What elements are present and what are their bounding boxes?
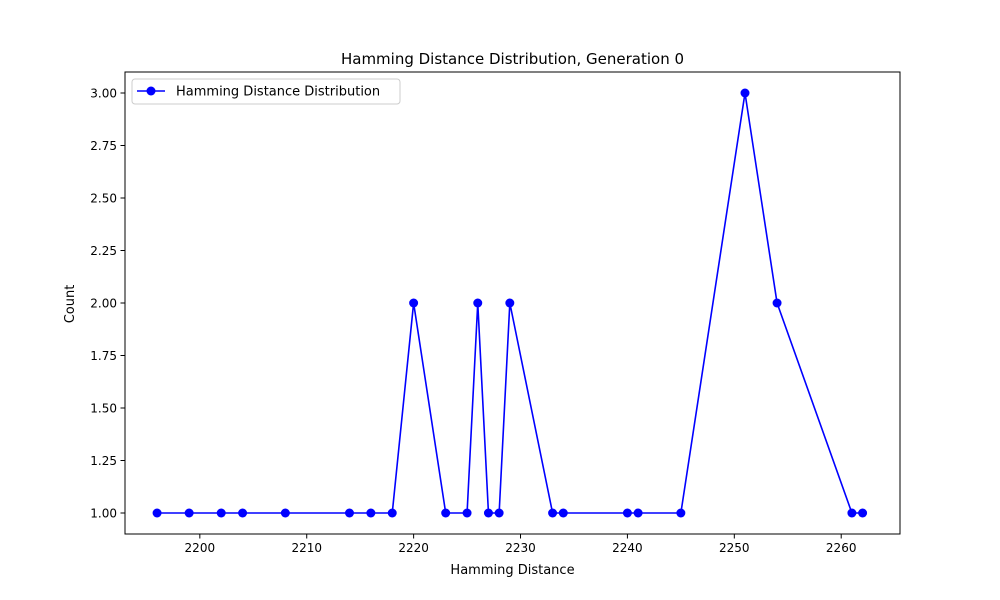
data-point [473,298,483,308]
y-tick-label: 1.00 [90,507,117,521]
data-point [740,88,750,98]
y-tick-label: 2.50 [90,192,117,206]
data-point [280,508,290,518]
legend-label: Hamming Distance Distribution [176,85,380,100]
chart-title: Hamming Distance Distribution, Generatio… [341,50,684,68]
data-point [152,508,162,518]
y-tick-label: 2.00 [90,297,117,311]
data-point [772,298,782,308]
x-tick-label: 2240 [612,541,643,555]
series-layer [152,88,868,518]
x-tick-label: 2210 [291,541,322,555]
plot-area-frame [124,71,901,535]
y-tick-label: 3.00 [90,87,117,101]
y-tick-label: 1.25 [90,454,117,468]
x-axis-ticks: 2200 2210 2220 2230 2240 2250 2260 [185,534,857,555]
legend-marker-swatch [146,86,156,96]
y-axis-ticks: 1.00 1.25 1.50 1.75 2.00 2.25 2.50 2.75 3.00 [90,87,125,521]
x-tick-label: 2230 [505,541,536,555]
data-point [633,508,643,518]
data-point [548,508,558,518]
x-tick-label: 2250 [719,541,750,555]
data-point [558,508,568,518]
data-point [483,508,493,518]
x-tick-label: 2200 [185,541,216,555]
x-tick-label: 2220 [398,541,429,555]
data-point [505,298,515,308]
data-point [858,508,868,518]
data-point [676,508,686,518]
data-point [494,508,504,518]
data-point [184,508,194,518]
x-tick-label: 2260 [826,541,857,555]
y-tick-label: 1.75 [90,349,117,363]
x-axis-label: Hamming Distance [450,563,574,578]
data-point [441,508,451,518]
data-point [366,508,376,518]
legend: Hamming Distance Distribution [131,78,401,105]
y-tick-label: 2.75 [90,139,117,153]
data-point [344,508,354,518]
data-point [409,298,419,308]
data-point [462,508,472,518]
data-point [387,508,397,518]
y-axis-label: Count [63,285,78,324]
data-point [847,508,857,518]
data-point [622,508,632,518]
y-tick-label: 2.25 [90,244,117,258]
y-tick-label: 1.50 [90,402,117,416]
series-line [157,92,863,514]
data-point [216,508,226,518]
data-point [238,508,248,518]
legend-box [131,78,401,105]
